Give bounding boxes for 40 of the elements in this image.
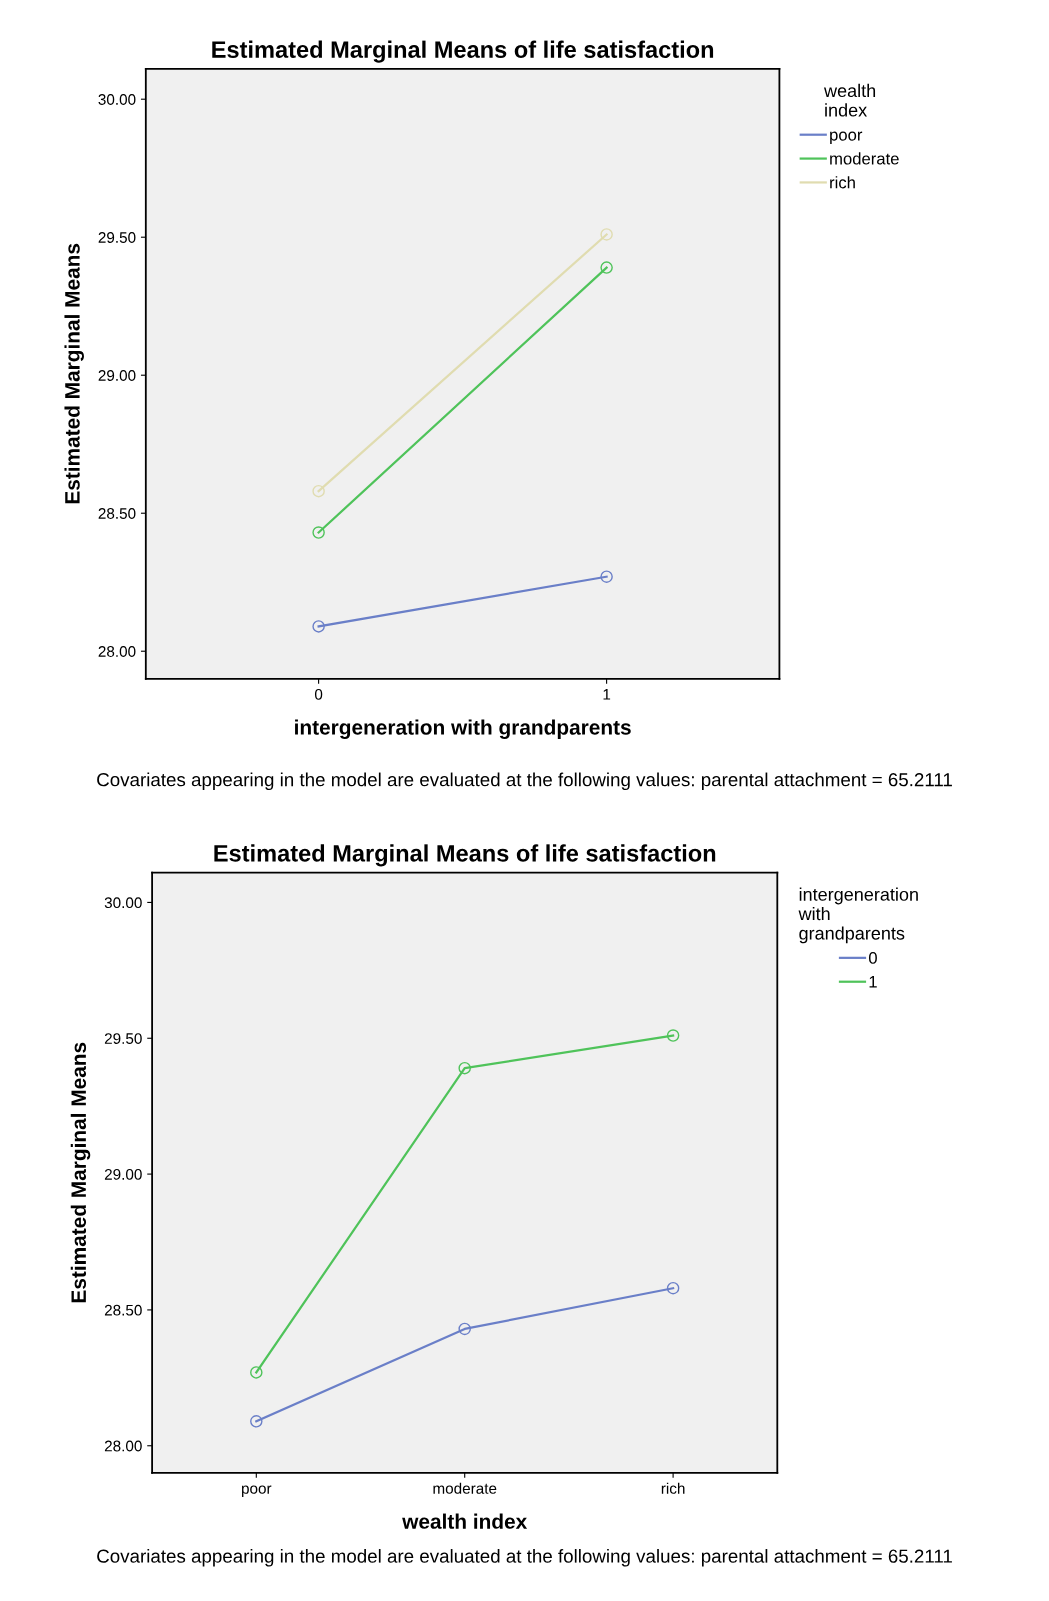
point	[666, 1281, 680, 1295]
legend-title: intergeneration with grandparents	[798, 887, 918, 944]
point	[600, 261, 613, 274]
y-tick-label: 29.00	[98, 370, 136, 381]
legend-title: wealth index	[823, 83, 876, 117]
y-tick-label: 30.00	[98, 94, 136, 105]
x-tick-label: poor	[242, 1485, 272, 1497]
point	[312, 526, 325, 539]
y-tick-label: 29.00	[104, 1168, 142, 1180]
x-axis-title: intergeneration with grandparents	[295, 719, 631, 739]
point	[312, 620, 325, 633]
point	[250, 1366, 263, 1379]
point	[600, 570, 613, 583]
y-tick-label: 28.00	[104, 1440, 142, 1452]
y-tick-label: 28.50	[98, 508, 136, 519]
y-axis-title: Estimated Marginal Means	[64, 243, 84, 504]
text: Covariates appearing in the model are evaluated at the following values: parental attachment = 65.2111	[97, 772, 952, 791]
legend-label: 1	[869, 976, 877, 988]
x-tick-label: rich	[661, 1482, 685, 1494]
y-tick-label: 28.50	[104, 1304, 142, 1316]
chart-title: Estimated Marginal Means of life satisfaction	[214, 844, 716, 867]
text: Covariates appearing in the model are evaluated at the following values: parental attachment = 65.2111	[97, 1549, 952, 1567]
y-axis-title: Estimated Marginal Means	[70, 1042, 91, 1303]
legend-label: rich	[830, 176, 855, 189]
legend-label: moderate	[830, 152, 899, 165]
legend-label: 0	[868, 952, 877, 964]
y-tick-label: 29.50	[104, 1033, 142, 1044]
point	[666, 1029, 680, 1042]
point	[600, 228, 613, 241]
point	[250, 1415, 263, 1428]
point	[458, 1061, 471, 1075]
y-tick-label: 28.00	[98, 646, 136, 657]
x-axis-title: wealth index	[402, 1513, 528, 1529]
legend-label: poor	[830, 131, 863, 144]
y-tick-label: 30.00	[104, 897, 142, 909]
x-tick-label: moderate	[433, 1482, 497, 1494]
point	[312, 484, 325, 498]
y-tick-label: 29.50	[98, 232, 136, 243]
point	[458, 1322, 471, 1336]
chart-title: Estimated Marginal Means of life satisfaction	[212, 40, 714, 63]
